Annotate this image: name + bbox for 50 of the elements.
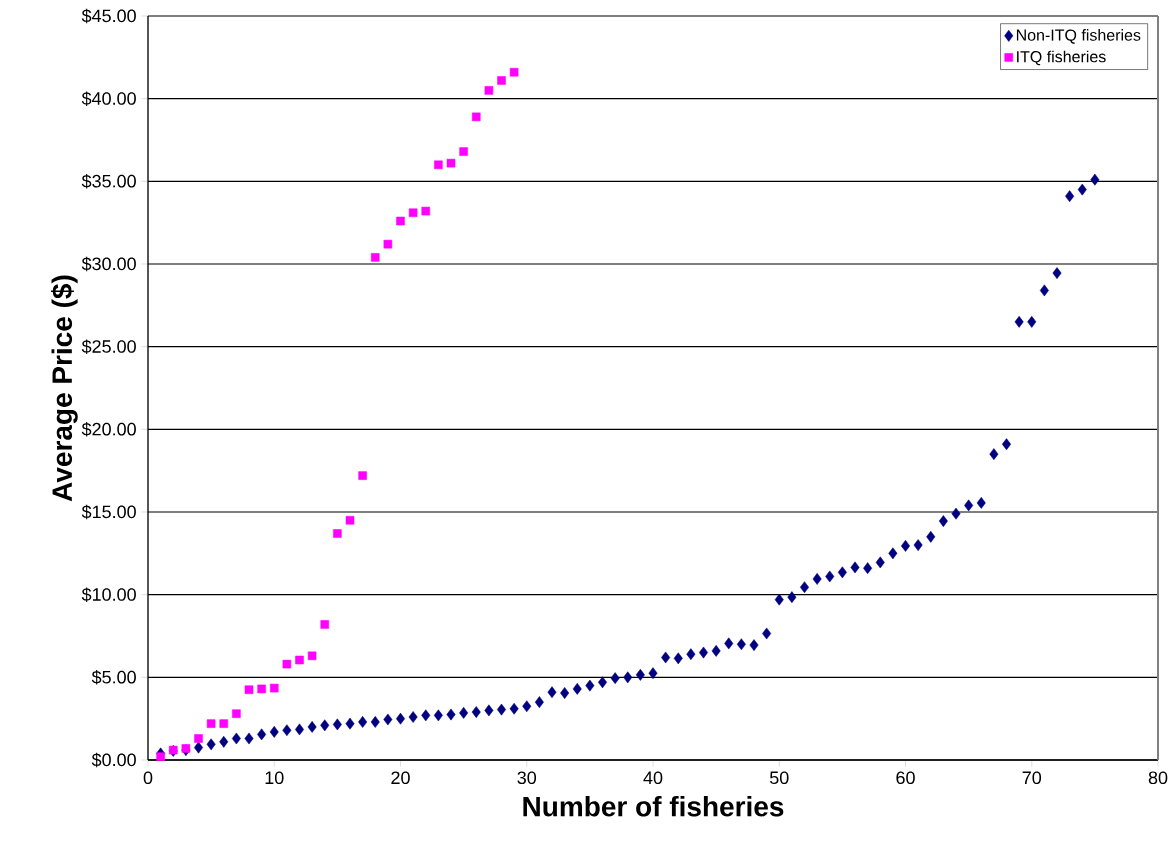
y-tick-label: $0.00 bbox=[91, 752, 136, 768]
x-tick-label: 50 bbox=[769, 771, 789, 785]
point bbox=[307, 651, 317, 661]
legend-label: Non-ITQ fisheries bbox=[1016, 29, 1141, 44]
point bbox=[156, 752, 165, 761]
point bbox=[320, 620, 330, 629]
y-tick-label: $10.00 bbox=[81, 587, 136, 602]
y-tick-label: $45.00 bbox=[81, 8, 136, 24]
point bbox=[358, 471, 367, 480]
point bbox=[459, 147, 468, 156]
point bbox=[434, 160, 443, 170]
point bbox=[232, 709, 241, 718]
x-tick-label: 0 bbox=[143, 771, 153, 785]
y-tick-label: $5.00 bbox=[91, 670, 136, 685]
x-tick-label: 20 bbox=[391, 771, 410, 785]
point bbox=[421, 206, 431, 216]
point bbox=[471, 112, 481, 122]
point bbox=[446, 158, 456, 168]
x-tick-label: 40 bbox=[643, 771, 663, 785]
point bbox=[396, 216, 405, 226]
x-tick-label: 80 bbox=[1148, 771, 1168, 785]
point bbox=[295, 655, 304, 665]
x-tick-label: 30 bbox=[517, 771, 537, 785]
point bbox=[408, 208, 418, 218]
y-tick-label: $15.00 bbox=[81, 504, 136, 520]
point bbox=[345, 515, 355, 525]
point bbox=[244, 685, 254, 694]
x-tick-label: 60 bbox=[896, 771, 915, 785]
x-tick-label: 70 bbox=[1022, 771, 1042, 785]
point bbox=[257, 684, 266, 694]
x-tick-label: 10 bbox=[265, 771, 284, 785]
point bbox=[282, 659, 292, 669]
point bbox=[370, 253, 380, 262]
y-tick-label: $20.00 bbox=[81, 422, 136, 437]
point bbox=[206, 719, 216, 728]
y-axis-title: Average Price ($) bbox=[51, 275, 78, 502]
point bbox=[497, 76, 506, 85]
point bbox=[509, 67, 519, 77]
point bbox=[219, 719, 229, 728]
legend-label: ITQ fisheries bbox=[1017, 50, 1106, 66]
y-tick-label: $35.00 bbox=[81, 174, 136, 189]
point bbox=[383, 239, 393, 249]
x-axis-title: Number of fisheries bbox=[523, 795, 784, 817]
point bbox=[194, 734, 203, 743]
point bbox=[269, 683, 279, 693]
y-tick-label: $30.00 bbox=[81, 256, 136, 272]
point bbox=[484, 86, 494, 95]
y-tick-label: $40.00 bbox=[81, 91, 136, 106]
point bbox=[333, 529, 342, 538]
y-tick-label: $25.00 bbox=[81, 339, 136, 354]
